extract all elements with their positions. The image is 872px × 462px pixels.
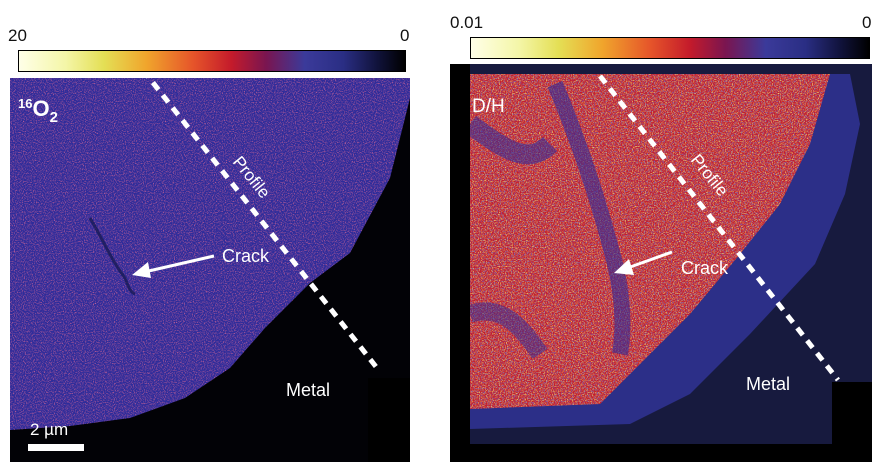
dh-colorbar [470,37,870,59]
crack-line [88,217,136,296]
scalebar-label: 2 µm [30,420,68,439]
metal-label: Metal [746,374,790,394]
crack-label: Crack [681,258,729,278]
crack-label: Crack [222,246,270,266]
metal-label: Metal [286,380,330,400]
crack-arrow [614,250,673,275]
colorbar-max-label: 20 [8,26,27,45]
dh-image: D/H Profile Crack Metal [450,64,872,462]
metal-block [832,382,872,462]
dh-map-panel: 0.01 0 [440,0,872,462]
o16-colorbar [18,50,406,72]
metal-block [368,378,410,462]
map-label-dh: D/H [472,96,505,117]
colorbar-min-label: 0 [862,13,872,32]
scalebar [28,444,84,451]
o16-image: 16O2 Profile Crack Metal 2 µm [10,78,410,462]
crack-arrow [132,254,215,278]
colorbar-min-label: 0 [400,26,410,45]
profile-line [598,74,840,382]
map-label-o16: 16O2 [18,96,58,126]
colorbar-max-label: 0.01 [450,13,484,32]
o16-map-panel: 20 0 16O2 Profile Crack Metal 2 µm [0,0,420,462]
